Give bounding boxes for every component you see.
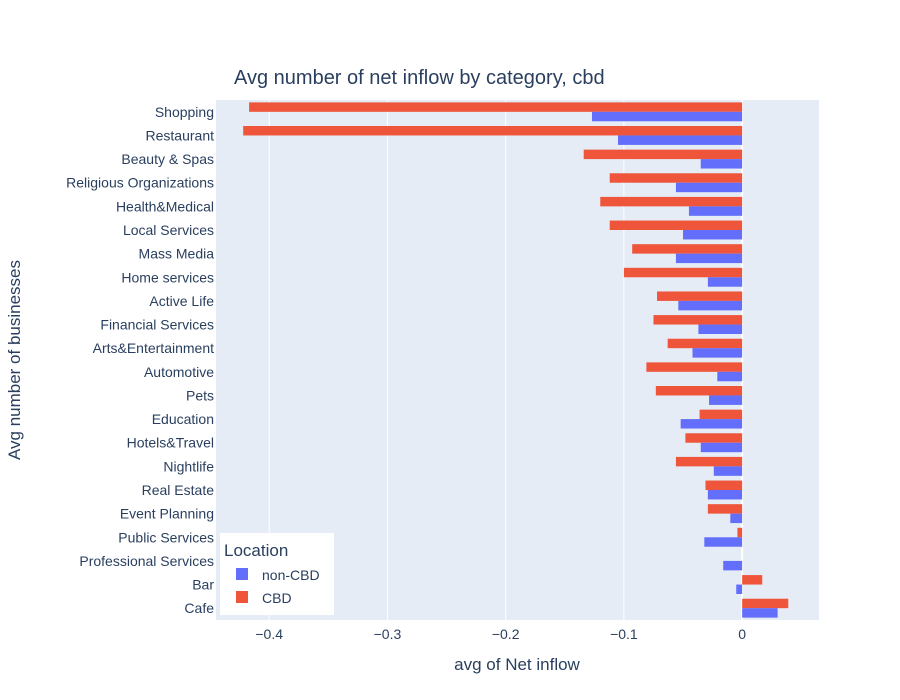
bar-non-cbd xyxy=(688,206,743,216)
bar-non-cbd xyxy=(707,277,743,287)
bar-cbd xyxy=(742,598,789,609)
x-tick-label: −0.4 xyxy=(255,626,283,642)
bar-non-cbd xyxy=(683,230,743,240)
bar-cbd xyxy=(583,149,743,160)
bar-cbd xyxy=(707,504,743,514)
bar-non-cbd xyxy=(675,253,743,264)
y-tick-label: Education xyxy=(152,411,214,427)
bar-cbd xyxy=(742,575,763,585)
bar-non-cbd xyxy=(700,159,743,169)
bar-cbd xyxy=(632,244,743,254)
bar-non-cbd xyxy=(618,135,743,145)
legend-label-non-cbd: non-CBD xyxy=(262,567,320,583)
bars xyxy=(243,102,789,618)
bar-non-cbd xyxy=(591,111,743,122)
legend: Location non-CBD CBD xyxy=(220,533,334,615)
bar-cbd xyxy=(653,315,743,325)
bar-cbd xyxy=(249,102,743,112)
y-tick-label: Bar xyxy=(192,577,214,593)
bar-cbd xyxy=(600,196,743,207)
y-tick-label: Financial Services xyxy=(100,317,214,333)
bar-cbd xyxy=(737,527,743,538)
bar-cbd xyxy=(609,220,743,230)
y-tick-label: Arts&Entertainment xyxy=(93,340,214,356)
bar-non-cbd xyxy=(675,182,743,193)
x-tick-label: −0.3 xyxy=(374,626,402,642)
y-tick-label: Local Services xyxy=(123,222,214,238)
bar-non-cbd xyxy=(700,442,743,453)
bar-cbd xyxy=(705,480,743,490)
y-tick-label: Automotive xyxy=(144,364,214,380)
y-axis-title: Avg number of businesses xyxy=(5,260,24,460)
x-tick-label: −0.1 xyxy=(610,626,638,642)
bar-non-cbd xyxy=(698,324,743,334)
bar-non-cbd xyxy=(692,348,743,358)
y-tick-label: Nightlife xyxy=(163,458,214,474)
x-tick-label: 0 xyxy=(738,626,746,642)
x-tick-labels: −0.4 −0.3 −0.2 −0.1 0 xyxy=(255,626,746,642)
y-tick-label: Pets xyxy=(186,387,214,403)
x-tick-label: −0.2 xyxy=(492,626,520,642)
bar-cbd xyxy=(675,456,743,467)
bar-cbd xyxy=(657,291,743,301)
y-tick-label: Professional Services xyxy=(79,553,214,569)
y-tick-label: Public Services xyxy=(118,529,214,545)
y-tick-label: Mass Media xyxy=(139,246,215,262)
bar-cbd xyxy=(699,409,743,420)
y-tick-label: Real Estate xyxy=(142,482,215,498)
bar-cbd xyxy=(667,338,743,349)
y-tick-label: Religious Organizations xyxy=(66,175,214,191)
bar-non-cbd xyxy=(742,608,778,618)
legend-swatch-non-cbd xyxy=(236,568,248,580)
bar-non-cbd xyxy=(678,300,743,311)
bar-non-cbd xyxy=(717,371,743,382)
y-tick-label: Active Life xyxy=(149,293,214,309)
legend-swatch-cbd xyxy=(236,591,248,603)
y-tick-label: Event Planning xyxy=(120,506,214,522)
bar-cbd xyxy=(685,433,743,443)
bar-cbd xyxy=(623,267,743,278)
bar-non-cbd xyxy=(709,395,743,405)
bar-non-cbd xyxy=(723,560,743,571)
x-axis-title: avg of Net inflow xyxy=(454,655,580,674)
legend-label-cbd: CBD xyxy=(262,590,292,606)
bar-non-cbd xyxy=(713,466,743,476)
y-tick-label: Restaurant xyxy=(146,127,215,143)
bar-cbd xyxy=(609,173,743,183)
bar-non-cbd xyxy=(704,537,743,547)
bar-non-cbd xyxy=(680,419,743,429)
bar-non-cbd xyxy=(730,513,743,524)
y-tick-label: Beauty & Spas xyxy=(121,151,214,167)
bar-cbd xyxy=(646,362,743,372)
legend-title: Location xyxy=(224,541,288,560)
chart-title: Avg number of net inflow by category, cb… xyxy=(234,67,605,89)
y-tick-label: Home services xyxy=(121,269,214,285)
bar-non-cbd xyxy=(736,584,743,594)
y-tick-label: Shopping xyxy=(155,104,214,120)
bar-cbd xyxy=(655,386,743,396)
bar-cbd xyxy=(243,126,743,136)
y-tick-label: Hotels&Travel xyxy=(127,435,214,451)
bar-non-cbd xyxy=(707,490,743,500)
y-tick-labels: Shopping Restaurant Beauty & Spas Religious… xyxy=(66,104,214,616)
y-tick-label: Cafe xyxy=(184,600,214,616)
y-tick-label: Health&Medical xyxy=(116,198,214,214)
